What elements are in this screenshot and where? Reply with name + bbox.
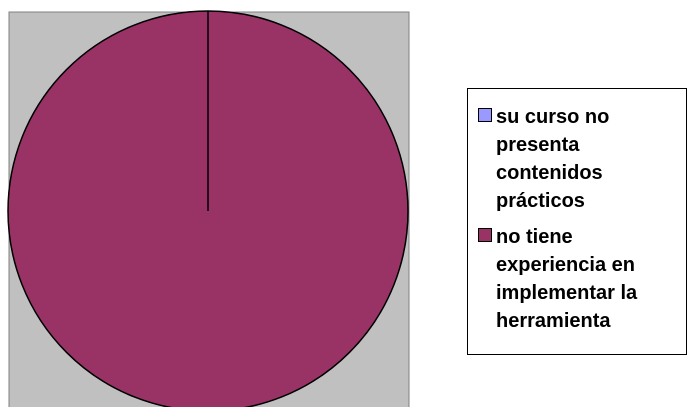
legend-swatch [478, 108, 492, 122]
legend-item: su curso no presenta contenidos práctico… [478, 103, 680, 215]
legend-item: no tiene experiencia en implementar la h… [478, 223, 680, 335]
legend-label: no tiene experiencia en implementar la h… [496, 226, 638, 332]
legend-swatch [478, 228, 492, 242]
legend: su curso no presenta contenidos práctico… [467, 88, 687, 355]
legend-label: su curso no presenta contenidos práctico… [496, 106, 610, 212]
